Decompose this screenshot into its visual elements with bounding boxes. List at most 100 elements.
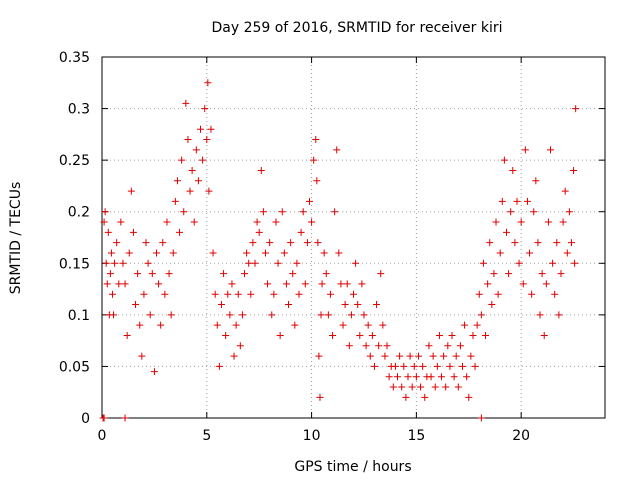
data-point (461, 321, 469, 329)
data-point (463, 373, 471, 381)
data-point (572, 105, 580, 113)
y-tick-label: 0.15 (59, 256, 90, 272)
data-point (148, 270, 156, 278)
data-point (101, 208, 109, 216)
data-point (297, 228, 305, 236)
data-point (163, 218, 171, 226)
data-point (270, 290, 278, 298)
y-tick-label: 0.1 (68, 308, 90, 324)
data-point (247, 290, 255, 298)
data-point (528, 290, 536, 298)
data-point (326, 290, 334, 298)
data-point (408, 383, 416, 391)
data-point (190, 218, 198, 226)
data-point (358, 280, 366, 288)
data-point (129, 228, 137, 236)
data-point (100, 414, 108, 422)
x-tick-label: 0 (98, 428, 107, 444)
y-tick-label: 0.25 (59, 153, 90, 169)
data-point (305, 197, 313, 205)
data-point (484, 280, 492, 288)
data-point (245, 259, 253, 267)
data-point (505, 270, 513, 278)
data-point (255, 228, 263, 236)
data-point (194, 177, 202, 185)
data-point (509, 166, 517, 174)
data-point (253, 218, 261, 226)
data-point (456, 342, 464, 350)
data-point (465, 393, 473, 401)
data-point (188, 166, 196, 174)
data-point (110, 311, 118, 319)
data-point (339, 321, 347, 329)
data-point (526, 249, 534, 257)
data-point (176, 228, 184, 236)
data-point (329, 331, 337, 339)
data-point (106, 270, 114, 278)
data-point (232, 321, 240, 329)
data-point (264, 280, 272, 288)
data-point (471, 362, 479, 370)
data-point (222, 331, 230, 339)
data-point (293, 259, 301, 267)
y-tick-label: 0.35 (59, 50, 90, 66)
y-tick-label: 0.2 (68, 205, 90, 221)
data-point (150, 368, 158, 376)
data-point (391, 362, 399, 370)
data-point (241, 270, 249, 278)
data-point (301, 280, 309, 288)
y-tick-label: 0.05 (59, 359, 90, 375)
data-point (249, 239, 257, 247)
x-tick-label: 15 (407, 428, 425, 444)
data-point (345, 342, 353, 350)
data-point (331, 208, 339, 216)
data-point (479, 259, 487, 267)
data-point (243, 249, 251, 257)
data-point (444, 342, 452, 350)
data-point (513, 197, 521, 205)
data-point (102, 259, 110, 267)
data-point (289, 270, 297, 278)
data-point (335, 249, 343, 257)
data-point (542, 280, 550, 288)
data-point (211, 290, 219, 298)
data-point (308, 218, 316, 226)
data-point (165, 270, 173, 278)
data-point (431, 383, 439, 391)
data-point (205, 187, 213, 195)
data-point (438, 373, 446, 381)
tick-label-layer: 0 5 10 15 20 0 0.05 0.1 0.15 0.2 0.25 0.3 0.35 (59, 50, 530, 444)
data-point (475, 290, 483, 298)
data-point (389, 383, 397, 391)
data-point (322, 270, 330, 278)
data-point (299, 208, 307, 216)
data-point (440, 352, 448, 360)
data-point (549, 259, 557, 267)
data-point (500, 156, 508, 164)
data-point (557, 270, 565, 278)
data-point (276, 331, 284, 339)
data-point (314, 239, 322, 247)
data-point (238, 311, 246, 319)
data-point (142, 239, 150, 247)
data-point (521, 146, 529, 154)
data-point (197, 125, 205, 133)
data-point (473, 321, 481, 329)
data-point (343, 280, 351, 288)
data-point (555, 311, 563, 319)
data-point (259, 208, 267, 216)
data-point (375, 342, 383, 350)
data-point (167, 311, 175, 319)
data-point (488, 301, 496, 309)
data-point (486, 239, 494, 247)
data-point (132, 301, 140, 309)
data-point (140, 290, 148, 298)
data-point (352, 259, 360, 267)
data-point (442, 383, 450, 391)
data-point (534, 239, 542, 247)
data-point (454, 383, 462, 391)
data-point (429, 352, 437, 360)
data-point (398, 383, 406, 391)
data-point (419, 362, 427, 370)
data-point (278, 208, 286, 216)
